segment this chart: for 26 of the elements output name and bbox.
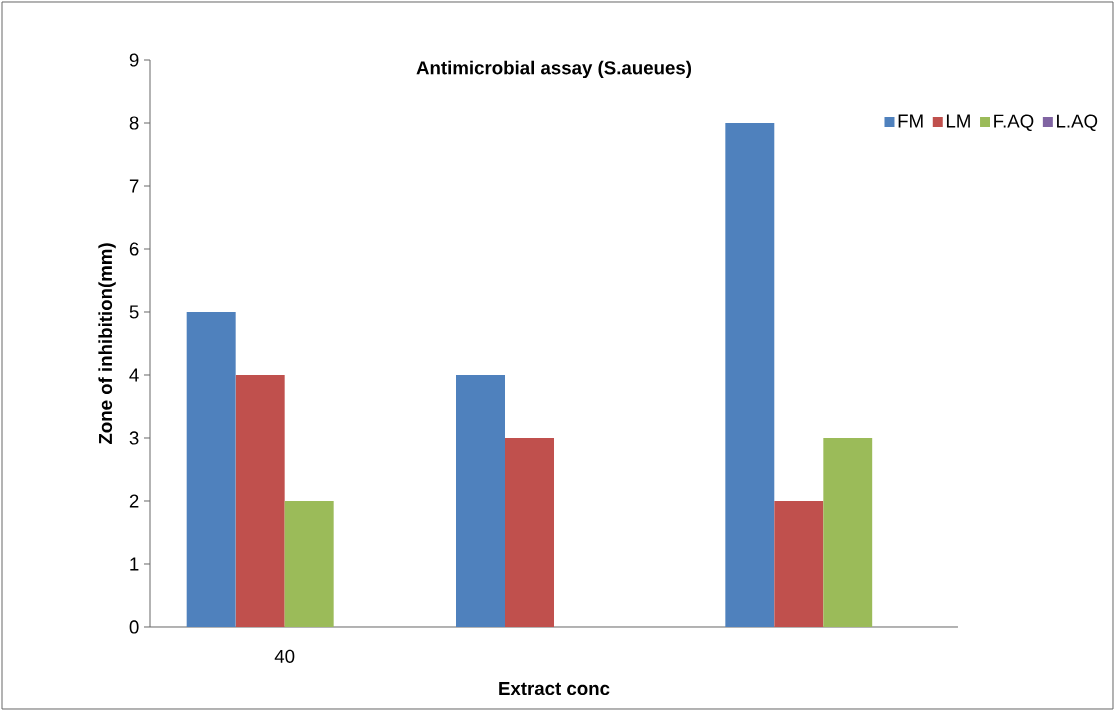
y-tick-label: 2 [129,494,139,508]
bar [774,500,824,627]
y-tick-label: 5 [129,305,139,319]
y-tick-label: 6 [129,242,139,256]
chart-title: Antimicrobial assay (S.aueues) [416,60,692,79]
y-tick-label: 3 [129,431,139,445]
bar [186,312,236,627]
y-axis-title: Zone of inhibition(mm) [98,243,116,445]
bar [505,437,554,627]
x-axis-title: Extract conc [499,682,610,696]
y-tick-label: 9 [129,53,139,67]
x-tick-label: 40 [274,649,295,663]
legend-label: F.AQ [994,114,1034,132]
bar [456,375,506,627]
legend-label: L.AQ [1057,114,1098,132]
y-tick-label: 7 [129,179,139,193]
bar [823,437,873,627]
bar [284,500,334,627]
y-tick-label: 4 [129,368,139,382]
bar [725,123,775,627]
y-tick-label: 0 [129,620,139,634]
legend-label: LM [946,114,970,128]
bar [235,375,285,627]
legend-label: FM [898,114,923,128]
y-tick-label: 8 [129,116,139,130]
y-tick-label: 1 [130,557,139,571]
